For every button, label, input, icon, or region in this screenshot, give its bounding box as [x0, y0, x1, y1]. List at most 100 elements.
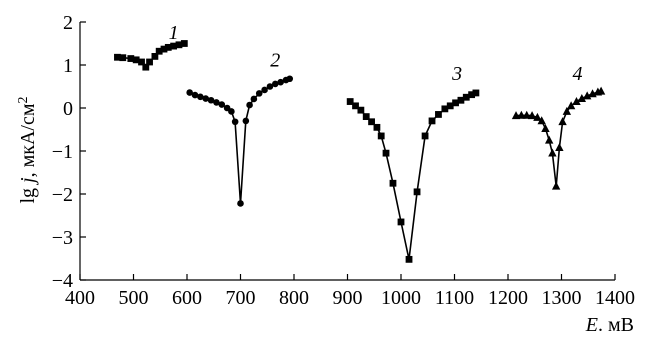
series-3-point	[389, 179, 397, 187]
series-4-point	[558, 117, 567, 126]
series-3-point	[362, 113, 370, 120]
series-4-point	[537, 116, 546, 125]
y-tick-label: 2	[63, 12, 73, 34]
series-3-point	[428, 117, 436, 125]
series-1-point	[132, 56, 140, 64]
series-4-point	[555, 142, 564, 151]
series-4-point	[533, 112, 542, 121]
series-4-line	[515, 90, 602, 187]
y-tick-label: 0	[63, 98, 73, 120]
series-label-2: 2	[270, 49, 280, 71]
series-2-point	[218, 101, 226, 108]
series-1-point	[142, 63, 150, 71]
x-axis-label: E. мВ	[585, 314, 634, 336]
series-3-point	[441, 105, 449, 113]
series-lines	[117, 42, 602, 260]
series-2-point	[246, 101, 253, 109]
series-3-point	[452, 99, 459, 107]
series-2-point	[286, 75, 294, 83]
series-2-point	[207, 96, 215, 104]
series-3-point	[421, 132, 429, 140]
series-3-point	[377, 132, 385, 140]
x-tick-label: 900	[333, 287, 363, 309]
x-tick-label: 400	[65, 287, 95, 309]
x-ticks: 400 500 600 700 800 900 1000 1100 1200 1300 1400	[65, 274, 635, 309]
series-2-point	[277, 78, 284, 86]
series-3-point	[457, 96, 465, 104]
series-1-point	[127, 55, 135, 62]
series-4-point	[596, 86, 606, 95]
series-1-point	[164, 43, 172, 51]
series-1-point	[160, 45, 168, 53]
series-1-point	[119, 54, 127, 62]
x-tick-label: 1300	[542, 287, 582, 309]
series-1-point	[175, 41, 183, 49]
y-tick-label: −2	[52, 184, 73, 206]
series-3-point	[346, 98, 354, 105]
y-tick-label: −3	[52, 227, 73, 249]
series-label-1: 1	[169, 22, 179, 44]
series-3-point	[472, 89, 480, 97]
series-3-point	[368, 118, 375, 126]
series-4-point	[548, 148, 557, 157]
series-2-point	[266, 83, 274, 90]
series-3-point	[435, 111, 442, 118]
x-tick-label: 1100	[435, 287, 474, 309]
series-2-point	[228, 108, 235, 115]
series-3-point	[397, 218, 405, 226]
series-3-point	[413, 188, 421, 196]
series-1-point	[155, 47, 163, 55]
x-tick-label: 1400	[595, 287, 635, 309]
series-label-4: 4	[573, 63, 583, 85]
x-tick-label: 700	[226, 287, 256, 309]
x-tick-label: 1200	[488, 287, 528, 309]
axes	[79, 22, 615, 281]
series-4-point	[582, 91, 592, 100]
series-2-point	[197, 93, 204, 101]
series-3-point	[446, 102, 454, 110]
series-4-point	[522, 110, 531, 119]
series-4-point	[544, 135, 554, 144]
y-tick-label: −4	[52, 270, 73, 292]
series-2-point	[186, 89, 193, 96]
series-2-point	[242, 117, 250, 125]
series-2-point	[191, 91, 199, 99]
series-2-point	[237, 200, 244, 207]
x-tick-label: 800	[279, 287, 309, 309]
series-4-point	[527, 111, 537, 120]
series-3-point	[462, 93, 470, 101]
series-3-point	[405, 255, 413, 263]
series-2-point	[231, 118, 239, 126]
series-4-point	[551, 181, 561, 190]
series-4-point	[577, 93, 587, 102]
series-3-point	[373, 123, 381, 131]
y-ticks: 2 1 0 −1 −2 −3 −4	[52, 12, 86, 292]
series-2-point	[202, 95, 210, 102]
series-2-point	[255, 90, 263, 97]
series-label-3: 3	[451, 63, 462, 85]
series-4-point	[517, 110, 526, 119]
series-1-point	[138, 58, 145, 66]
series-4-point	[541, 124, 550, 133]
x-tick-label: 1000	[381, 287, 421, 309]
series-3-point	[382, 149, 390, 157]
series-4-point	[572, 96, 581, 105]
series-2-point	[250, 95, 258, 103]
series-2-point	[213, 99, 220, 106]
y-tick-label: 1	[63, 55, 73, 77]
series-1-point	[180, 40, 188, 47]
series-3-point	[357, 106, 365, 114]
series-1-point	[170, 42, 178, 50]
series-1-point	[114, 53, 121, 61]
series-3-point	[352, 102, 359, 110]
series-2-point	[271, 80, 279, 88]
series-labels: 1 2 3 4	[169, 22, 583, 85]
x-tick-label: 600	[172, 287, 202, 309]
series-3-point	[468, 91, 476, 99]
series-4-point	[562, 106, 572, 115]
y-tick-label: −1	[52, 141, 73, 163]
y-axis-label: lg j, мкА/см2	[16, 96, 40, 203]
series-2-point	[261, 86, 268, 94]
